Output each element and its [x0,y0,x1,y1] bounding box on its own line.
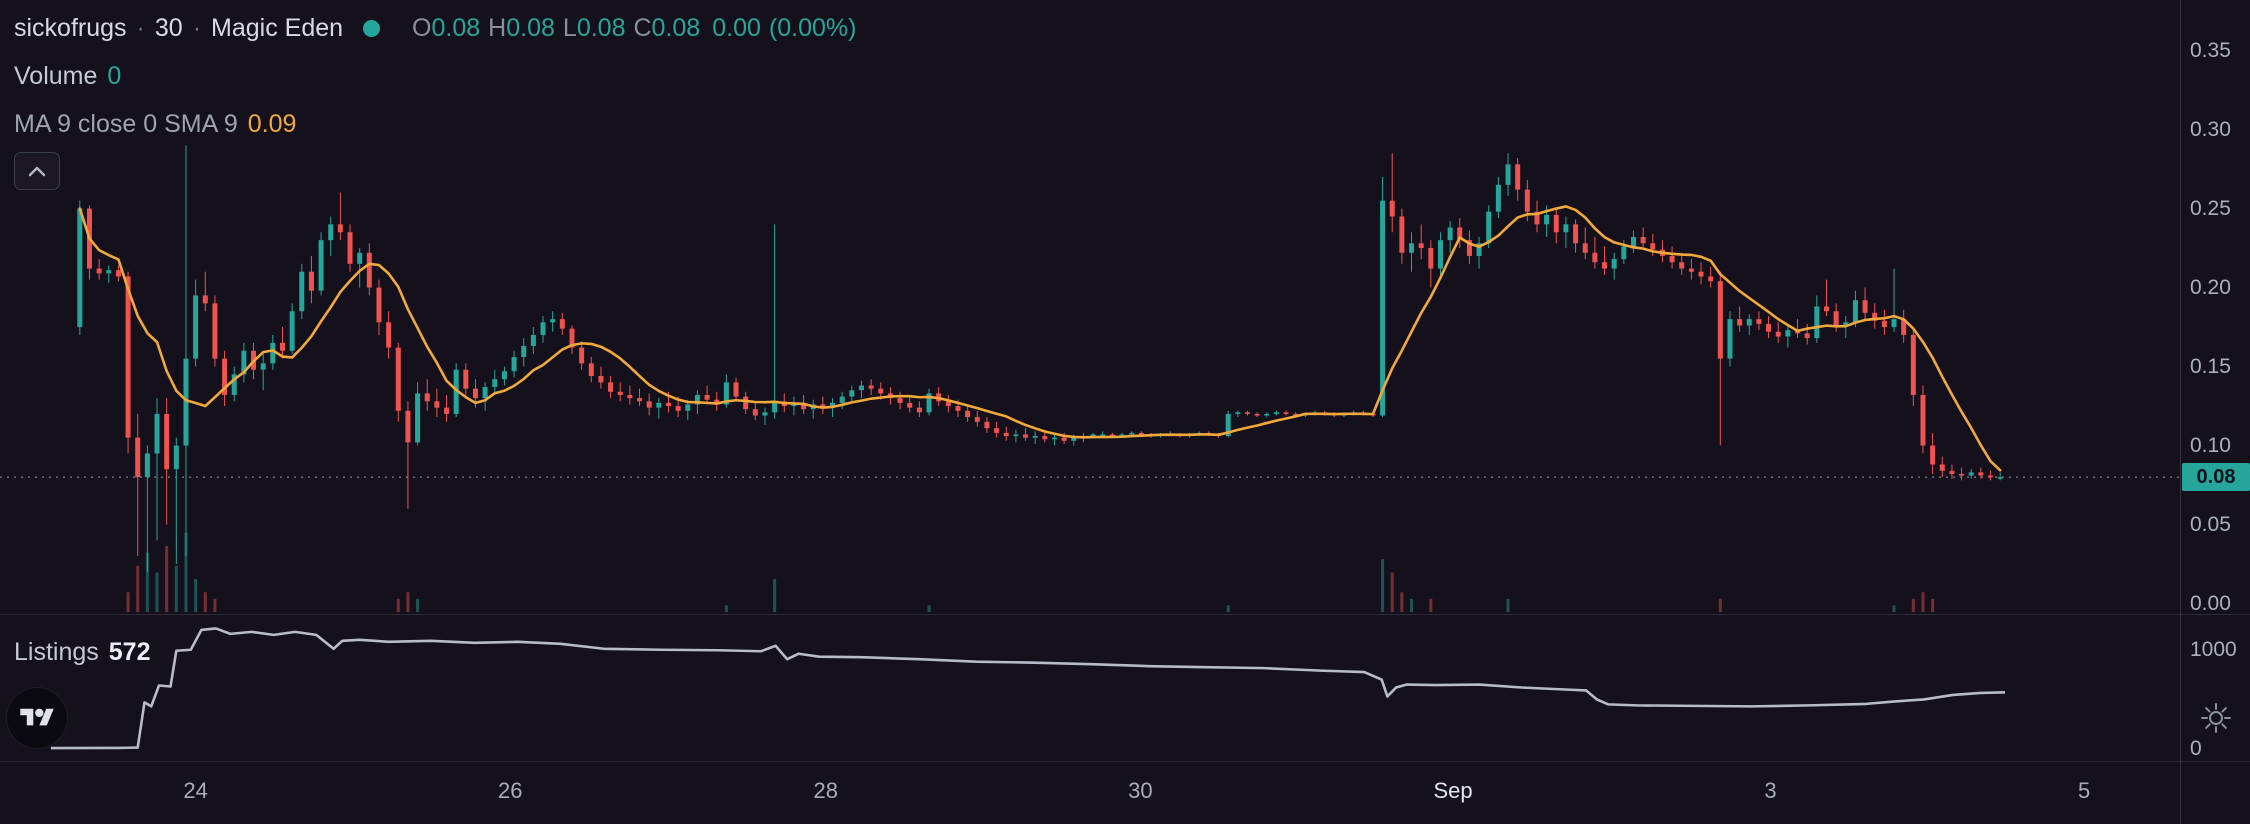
ma-legend: MA 9 close 0 SMA 9 0.09 [14,110,296,139]
pane-divider [0,614,2250,615]
high-label: H [488,14,507,42]
collapse-legend-button[interactable] [14,152,60,190]
price-tick-label: 0.05 [2190,512,2231,536]
legend-separator: · [136,14,145,42]
open-value: 0.08 [431,14,481,42]
time-tick-label: 3 [1764,778,1777,803]
tradingview-logo[interactable] [6,687,68,749]
low-label: L [562,14,577,42]
low-value: 0.08 [576,14,626,42]
listings-tick-label: 1000 [2190,637,2237,661]
symbol-title[interactable]: sickofrugs [14,14,127,42]
listings-legend: Listings 572 [14,638,150,667]
ohlc-values: O 0.08 H 0.08 L 0.08 C 0.08 0.00 (0.00%) [404,14,856,43]
time-tick-label: 30 [1128,778,1153,803]
price-tick-label: 0.10 [2190,433,2231,457]
ma-value: 0.09 [247,110,297,138]
interval-label[interactable]: 30 [154,14,183,42]
volume-legend: Volume 0 [14,62,121,91]
change-value: 0.00 [712,14,761,42]
price-tick-label: 0.35 [2190,38,2231,62]
price-tick-label: 0.00 [2190,591,2231,615]
price-tick-label: 0.30 [2190,117,2231,141]
time-axis[interactable]: 24 26 28 30 Sep 3 5 [0,762,2250,824]
volume-label: Volume [14,62,98,90]
current-price-badge: 0.08 [2182,463,2250,492]
time-tick-label: 26 [497,778,523,803]
listings-tick-label: 0 [2190,737,2202,761]
market-status-dot-icon [363,20,381,37]
price-tick-label: 0.15 [2190,354,2231,378]
time-axis-divider [0,761,2250,762]
time-tick-label: 5 [2078,778,2091,803]
sun-icon [2201,703,2231,733]
listings-label: Listings [14,638,99,666]
price-tick-label: 0.20 [2190,275,2231,299]
volume-value: 0 [107,62,122,90]
high-value: 0.08 [506,14,555,42]
legend-separator: · [192,14,202,42]
close-value: 0.08 [651,14,701,42]
time-tick-label: 28 [813,778,839,803]
display-settings-button[interactable] [2198,700,2234,736]
listings-chart[interactable] [0,615,2180,761]
time-tick-label: Sep [1433,778,1473,803]
change-percent: (0.00%) [768,14,857,42]
ma-label: MA 9 close 0 SMA 9 [14,110,238,138]
time-tick-label: 24 [183,778,208,803]
price-axis[interactable]: 0.08 0.35 0.30 0.25 0.20 0.15 0.10 0.05 0.00 100… [2180,0,2250,824]
price-tick-label: 0.25 [2190,196,2231,220]
symbol-legend[interactable]: sickofrugs · 30 · Magic Eden O 0.08 H 0.08… [14,14,856,43]
open-label: O [412,14,432,42]
close-label: C [633,14,652,42]
exchange-label[interactable]: Magic Eden [211,14,344,42]
tradingview-logo-icon [20,708,54,726]
price-chart[interactable] [0,0,2180,614]
chevron-up-icon [28,166,46,177]
listings-value: 572 [108,638,151,666]
